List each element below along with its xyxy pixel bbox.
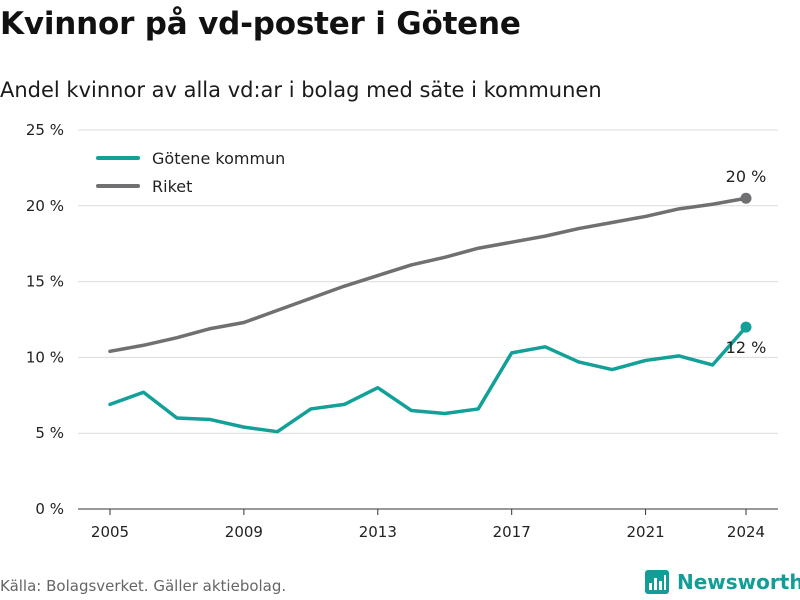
x-tick-label: 2005 [91, 523, 129, 541]
legend-label: Riket [152, 177, 192, 196]
x-tick-label: 2017 [493, 523, 531, 541]
end-value-label: 12 % [726, 338, 767, 357]
end-point-marker [740, 321, 752, 333]
gridlines [78, 129, 778, 434]
end-value-label: 20 % [726, 167, 767, 186]
series-line [108, 196, 748, 354]
x-tick-label: 2013 [359, 523, 397, 541]
chart-title: Kvinnor på vd-poster i Götene [0, 6, 521, 42]
chart-subtitle: Andel kvinnor av alla vd:ar i bolag med … [0, 78, 602, 102]
y-axis: 0 % 5 % 10 % 15 % 20 % 25 % [26, 121, 64, 518]
y-tick-label: 20 % [26, 197, 64, 215]
bar-chart-logo-icon [645, 570, 669, 594]
y-tick-label: 5 % [35, 424, 64, 442]
y-tick-label: 25 % [26, 121, 64, 139]
y-tick-label: 0 % [35, 500, 64, 518]
x-tick-label: 2024 [727, 523, 765, 541]
series-lines: 20 % 12 % [108, 167, 767, 434]
series-line [108, 325, 748, 434]
x-tick-label: 2009 [225, 523, 263, 541]
brand-name: Newsworthy [677, 570, 800, 594]
line-chart: 2005 2009 2013 2017 2021 2024 0 % 5 % 10 % 15 % 2… [26, 121, 778, 541]
end-point-marker [740, 192, 752, 204]
y-tick-label: 10 % [26, 348, 64, 366]
brand-logo: Newsworthy [645, 570, 800, 594]
legend: Götene kommun Riket [96, 149, 285, 196]
x-tick-label: 2021 [626, 523, 664, 541]
x-axis: 2005 2009 2013 2017 2021 2024 [78, 508, 778, 541]
legend-label: Götene kommun [152, 149, 285, 168]
source-note: Källa: Bolagsverket. Gäller aktiebolag. [0, 577, 287, 595]
y-tick-label: 15 % [26, 273, 64, 291]
